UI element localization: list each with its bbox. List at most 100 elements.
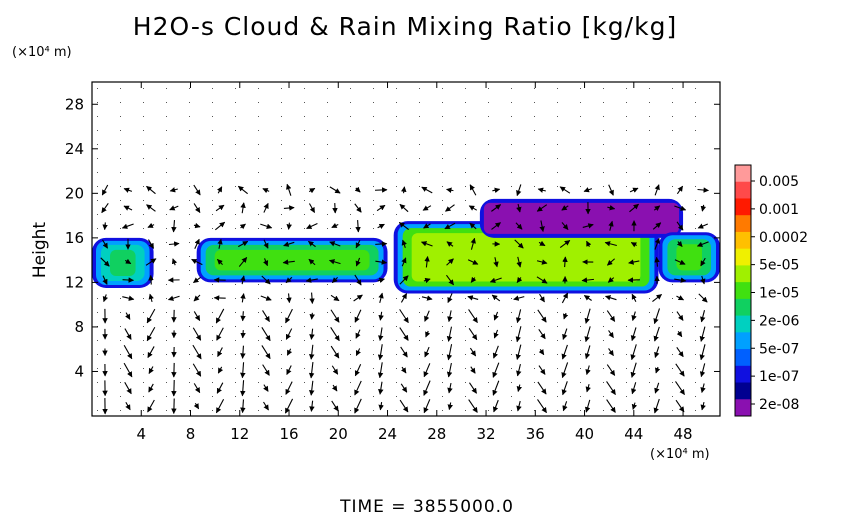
grid-dot	[580, 88, 581, 89]
grid-dot	[534, 116, 535, 117]
grid-dot	[511, 144, 512, 145]
wind-arrow	[330, 326, 340, 342]
wind-arrow	[630, 242, 637, 248]
grid-dot	[695, 340, 696, 341]
wind-arrow	[354, 380, 362, 396]
wind-arrow	[240, 311, 246, 322]
wind-arrow	[423, 380, 431, 396]
grid-dot	[327, 200, 328, 201]
grid-dot	[373, 186, 374, 187]
wind-arrow	[469, 347, 477, 357]
wind-arrow	[467, 295, 479, 301]
grid-dot	[649, 130, 650, 131]
wind-arrow	[697, 223, 708, 229]
y-tick-label: 20	[65, 184, 84, 202]
wind-arrow	[263, 258, 269, 267]
x-tick-label: 4	[136, 425, 146, 443]
grid-dot	[189, 102, 190, 103]
grid-dot	[327, 130, 328, 131]
time-readout: TIME = 3855000.0	[340, 497, 514, 517]
wind-arrow	[491, 222, 501, 230]
grid-dot	[557, 116, 558, 117]
grid-dot	[281, 326, 282, 327]
grid-dot	[281, 172, 282, 173]
grid-dot	[695, 284, 696, 285]
grid-dot	[626, 88, 627, 89]
grid-dot	[419, 172, 420, 173]
grid-dot	[672, 102, 673, 103]
wind-arrow	[674, 205, 687, 211]
wind-arrow	[585, 365, 591, 376]
grid-dot	[143, 326, 144, 327]
wind-arrow	[261, 345, 271, 360]
grid-dot	[189, 130, 190, 131]
grid-dot	[327, 116, 328, 117]
grid-dot	[488, 130, 489, 131]
wind-arrow	[401, 257, 407, 267]
grid-dot	[281, 354, 282, 355]
grid-dot	[281, 158, 282, 159]
grid-dot	[442, 312, 443, 313]
grid-dot	[672, 368, 673, 369]
grid-dot	[350, 368, 351, 369]
grid-dot	[258, 102, 259, 103]
wind-arrow	[147, 346, 155, 359]
colorbar-swatch	[735, 382, 751, 400]
grid-dot	[465, 312, 466, 313]
grid-dot	[511, 172, 512, 173]
wind-arrow	[263, 401, 269, 411]
grid-dot	[212, 410, 213, 411]
wind-arrow	[447, 293, 453, 304]
x-axis-unit: (×10⁴ m)	[650, 447, 710, 462]
wind-arrow	[607, 205, 616, 211]
wind-arrow	[561, 205, 569, 211]
grid-dot	[166, 382, 167, 383]
grid-dot	[419, 298, 420, 299]
grid-dot	[488, 326, 489, 327]
x-tick-label: 28	[427, 425, 446, 443]
grid-dot	[235, 200, 236, 201]
grid-dot	[304, 186, 305, 187]
colorbar-swatch	[735, 315, 751, 333]
grid-dot	[695, 172, 696, 173]
wind-arrow	[217, 366, 224, 374]
wind-arrow	[101, 203, 109, 214]
grid-dot	[672, 354, 673, 355]
grid-dot	[281, 144, 282, 145]
grid-dot	[649, 382, 650, 383]
grid-dot	[212, 88, 213, 89]
grid-dot	[189, 144, 190, 145]
grid-dot	[97, 228, 98, 229]
grid-dot	[327, 368, 328, 369]
wind-arrow	[538, 349, 545, 356]
grid-dot	[580, 116, 581, 117]
grid-dot	[327, 382, 328, 383]
wind-arrow	[193, 402, 200, 410]
grid-dot	[396, 172, 397, 173]
x-tick-label: 12	[230, 425, 249, 443]
grid-dot	[442, 354, 443, 355]
wind-arrow	[309, 312, 315, 320]
wind-arrow	[585, 384, 591, 393]
grid-dot	[672, 172, 673, 173]
grid-dot	[557, 410, 558, 411]
grid-dot	[511, 186, 512, 187]
y-tick-label: 24	[65, 140, 84, 158]
wind-arrow	[399, 399, 409, 413]
grid-dot	[442, 326, 443, 327]
wind-arrow	[606, 258, 615, 266]
grid-dot	[695, 144, 696, 145]
grid-dot	[235, 144, 236, 145]
grid-dot	[120, 172, 121, 173]
wind-arrow	[124, 381, 132, 395]
grid-dot	[603, 172, 604, 173]
wind-arrow	[561, 362, 569, 379]
wind-arrow	[375, 259, 388, 265]
grid-dot	[350, 158, 351, 159]
grid-dot	[350, 340, 351, 341]
grid-dot	[304, 396, 305, 397]
grid-dot	[212, 368, 213, 369]
grid-dot	[465, 186, 466, 187]
grid-dot	[373, 368, 374, 369]
grid-dot	[626, 186, 627, 187]
